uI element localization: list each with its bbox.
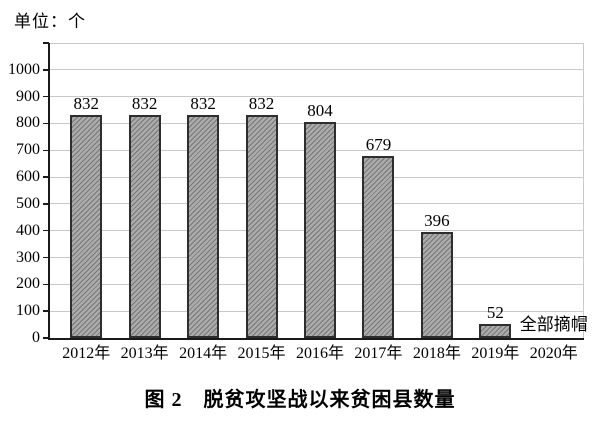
y-tick [43, 95, 49, 98]
y-tick [43, 283, 49, 286]
plot-right-border [583, 43, 584, 338]
x-tick-label: 2015年 [237, 345, 286, 362]
gridline [49, 42, 583, 44]
bar-value-label: 52 [486, 303, 504, 323]
y-tick-label: 1000 [8, 60, 40, 78]
x-tick-label: 2017年 [354, 345, 403, 362]
x-tick-label: 2014年 [179, 345, 228, 362]
bar-value-label: 832 [131, 93, 158, 113]
bar-value-label: 832 [73, 93, 99, 113]
bar [304, 122, 336, 338]
y-axis [48, 43, 50, 339]
y-tick [43, 203, 49, 205]
x-tick-label: 2018年 [412, 345, 461, 362]
x-axis [48, 337, 584, 340]
bar-value-label: 396 [424, 210, 450, 230]
bar [245, 114, 278, 338]
x-tick-label: 2020年 [529, 345, 578, 362]
y-tick-label: 400 [16, 221, 40, 239]
annotation-label: 全部摘帽 [519, 315, 588, 334]
y-tick [43, 42, 49, 44]
bar [479, 324, 512, 338]
bar [128, 114, 161, 338]
y-tick-label: 700 [16, 141, 40, 159]
y-tick [43, 337, 49, 339]
unit-label: 单位：个 [14, 12, 86, 31]
x-tick-label: 2013年 [120, 345, 169, 362]
y-tick-label: 100 [16, 302, 40, 320]
y-tick [43, 69, 49, 71]
y-tick-label: 0 [32, 329, 40, 346]
figure-title: 图 2 脱贫攻坚战以来贫困县数量 [144, 389, 456, 411]
y-tick-label: 800 [16, 114, 40, 132]
gridline [49, 96, 583, 98]
bar [70, 114, 103, 338]
y-tick-label: 500 [16, 194, 40, 212]
y-tick [43, 256, 49, 259]
y-tick-label: 900 [16, 87, 40, 105]
x-tick-label: 2016年 [295, 345, 344, 362]
y-tick [43, 122, 49, 125]
bar [420, 231, 453, 338]
x-tick-label: 2019年 [471, 345, 520, 362]
bar-value-label: 679 [365, 134, 392, 154]
y-tick [43, 149, 49, 152]
bar [362, 155, 395, 338]
y-tick-label: 300 [16, 248, 40, 266]
y-tick [43, 310, 49, 312]
y-tick [43, 176, 49, 178]
y-tick [43, 229, 49, 232]
bar-value-label: 832 [248, 93, 275, 113]
x-tick-label: 2012年 [62, 345, 111, 362]
y-tick-label: 600 [16, 168, 40, 186]
y-tick-label: 200 [16, 275, 40, 293]
bar-value-label: 804 [307, 101, 333, 121]
bar [187, 114, 220, 338]
gridline [49, 69, 583, 71]
bar-value-label: 832 [190, 93, 216, 113]
